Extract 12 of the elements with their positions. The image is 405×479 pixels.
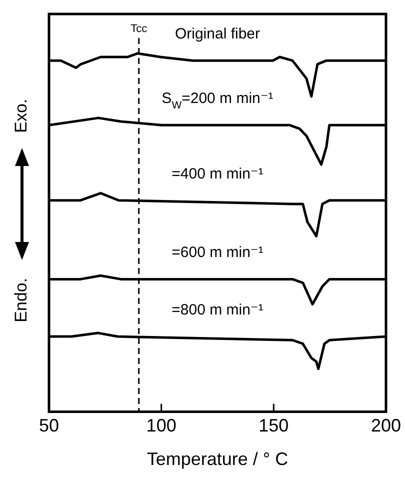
series-label: =800 m min⁻¹ (172, 302, 264, 319)
text: Exo. (12, 98, 31, 133)
x-axis-title: Temperature / ° C (146, 449, 288, 470)
x-tick-label: 150 (258, 416, 289, 436)
series-label: =600 m min⁻¹ (172, 244, 264, 262)
ref-line-label: Tcc (130, 23, 148, 35)
text: Endo. (12, 278, 31, 322)
series-label: =400 m min⁻¹ (172, 165, 264, 182)
series-label: Original fiber (174, 26, 260, 43)
x-tick-label: 200 (370, 416, 402, 436)
x-tick-label: 50 (38, 416, 60, 436)
x-tick-label: 100 (146, 416, 176, 436)
